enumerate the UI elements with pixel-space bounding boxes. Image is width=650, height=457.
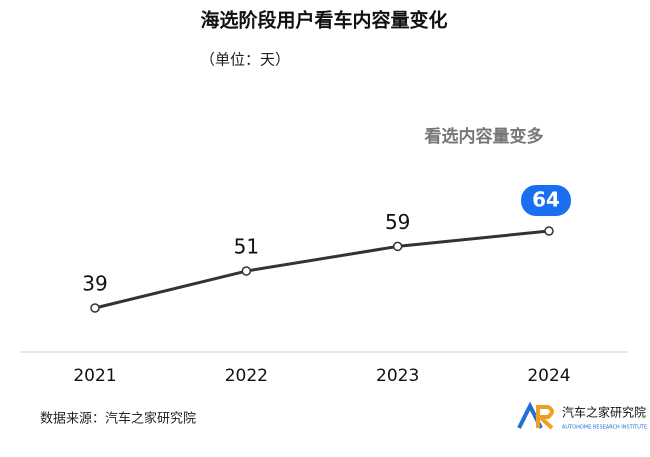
x-tick-label: 2021 (73, 366, 116, 386)
source: 数据来源：汽车之家研究院 (40, 411, 196, 427)
line (94, 229, 550, 310)
logo-name: 汽车之家研究院 (562, 405, 646, 420)
value-label: 39 (82, 272, 107, 296)
annotation: 看选内容量变多 (424, 126, 544, 147)
point (241, 266, 252, 276)
value-label: 64 (532, 188, 560, 212)
x-tick-label: 2023 (376, 366, 419, 386)
value-label: 59 (385, 210, 410, 234)
logo-tagline: AUTOHOME RESEARCH INSTITUTE (562, 425, 647, 431)
point (544, 226, 554, 236)
chart-subtitle: （单位：天） (200, 51, 290, 69)
point (90, 303, 100, 313)
point (392, 241, 403, 252)
x-tick-label: 2022 (225, 366, 268, 386)
logo-icon (534, 405, 554, 430)
logo: 汽车之家研究院 AUTOHOME RESEARCH INSTITUTE (517, 401, 647, 431)
value-label-badge (521, 185, 571, 216)
value-label: 51 (234, 235, 259, 259)
x-tick-label: 2024 (527, 366, 570, 386)
chart-title: 海选阶段用户看车内容量变化 (200, 9, 447, 32)
